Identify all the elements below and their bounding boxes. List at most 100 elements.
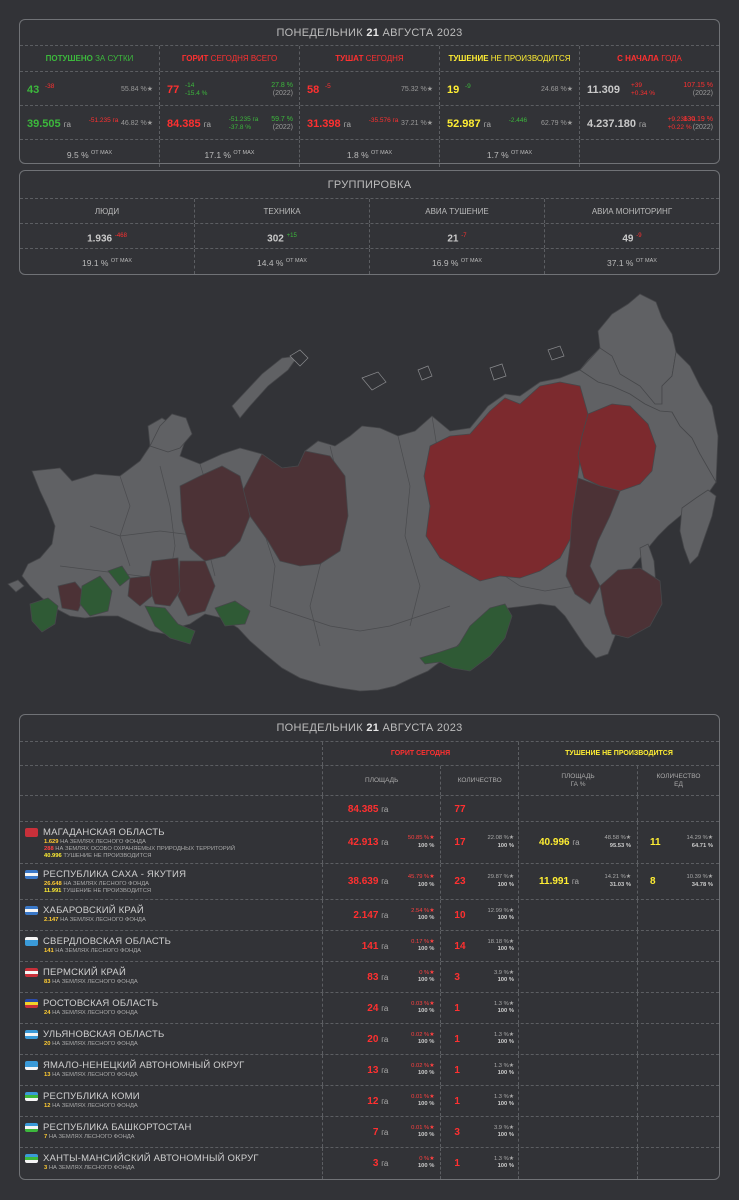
region-area-pct: 0.02 %★ 100 %: [411, 1063, 434, 1078]
map-region-novaya-zemlya[interactable]: [231, 355, 299, 419]
region-burning-cell: 24 га 0.03 %★ 100 % 1 1.3 %★ 100 %: [323, 993, 519, 1023]
map-region-sverdlovsk[interactable]: [177, 560, 216, 617]
region-sub-text: НА ЗЕМЛЯХ ЛЕСНОГО ФОНДА: [50, 1010, 138, 1016]
grouping-max-label: ОТ MAX: [460, 258, 482, 264]
map-island-2[interactable]: [361, 371, 387, 391]
region-sub-number: 1.629: [44, 839, 59, 845]
region-count-pct-share: 1.3 %★: [493, 1000, 514, 1007]
region-count-pct-share: 3.9 %★: [493, 969, 514, 976]
region-count-pct: 3.9 %★ 100 %: [494, 1125, 514, 1140]
grouping-max-value: 16.9 %: [432, 257, 461, 268]
summary-head-2: ТУШАТ СЕГОДНЯ: [300, 46, 440, 71]
region-nf-count-cell: [638, 1086, 719, 1116]
summary-count-2: 58 -5 75.32 %★: [300, 72, 440, 105]
region-row-9[interactable]: РЕСПУБЛИКА БАШКОРТОСТАН 7 НА ЗЕМЛЯХ ЛЕСНО…: [20, 1117, 719, 1148]
summary-count-value: 19: [447, 84, 460, 96]
region-area-pct-total: 100 %: [408, 843, 434, 851]
map-region-green-ural[interactable]: [144, 605, 196, 645]
map-region-evenkia[interactable]: [239, 450, 349, 567]
region-name-cell: РЕСПУБЛИКА БАШКОРТОСТАН 7 НА ЗЕМЛЯХ ЛЕСНО…: [20, 1117, 323, 1147]
region-row-7[interactable]: ЯМАЛО-НЕНЕЦКИЙ АВТОНОМНЫЙ ОКРУГ 13 НА ЗЕМ…: [20, 1055, 719, 1086]
region-sub-text: НА ЗЕМЛЯХ ЛЕСНОГО ФОНДА: [47, 1134, 135, 1140]
region-row-3[interactable]: СВЕРДЛОВСКАЯ ОБЛАСТЬ 141 НА ЗЕМЛЯХ ЛЕСНОГ…: [20, 931, 719, 962]
region-row-2[interactable]: ХАБАРОВСКИЙ КРАЙ 2.147 НА ЗЕМЛЯХ ЛЕСНОГО …: [20, 900, 719, 931]
head-nofight: ТУШЕНИЕ НЕ ПРОИЗВОДИТСЯ: [565, 750, 673, 757]
region-area-pct: 0 %★ 100 %: [418, 1156, 434, 1171]
region-count: 1: [454, 1033, 460, 1045]
summary-count-pct-value: 27.8 %: [271, 82, 293, 89]
region-nofight-cell: [519, 1055, 719, 1085]
region-row-4[interactable]: ПЕРМСКИЙ КРАЙ 83 НА ЗЕМЛЯХ ЛЕСНОГО ФОНДА 8…: [20, 962, 719, 993]
region-sub-line: 24 НА ЗЕМЛЯХ ЛЕСНОГО ФОНДА: [44, 1010, 138, 1017]
region-row-10[interactable]: ХАНТЫ-МАНСИЙСКИЙ АВТОНОМНЫЙ ОКРУГ 3 НА ЗЕ…: [20, 1148, 719, 1179]
region-area-unit: га: [381, 1127, 389, 1137]
region-nf-area-unit: га: [571, 877, 580, 886]
map-region-perm[interactable]: [147, 557, 181, 607]
region-row-0[interactable]: МАГАДАНСКАЯ ОБЛАСТЬ 1.629 НА ЗЕМЛЯХ ЛЕСНО…: [20, 822, 719, 864]
map-island-5[interactable]: [547, 345, 565, 361]
summary-panel: ПОНЕДЕЛЬНИК 21 АВГУСТА 2023 ПОТУШЕНО ЗА …: [19, 19, 720, 167]
map-island-1[interactable]: [289, 349, 309, 367]
summary-count-delta: -38: [45, 83, 55, 90]
region-area-pct-total-value: 100 %: [417, 977, 435, 983]
region-nf-area-pct-region-value: 31.03 %: [609, 881, 631, 888]
summary-area-unit: га: [63, 120, 71, 129]
map-region-green-west[interactable]: [29, 597, 59, 633]
region-name: ПЕРМСКИЙ КРАЙ: [43, 967, 126, 978]
map-region-magadan[interactable]: [577, 403, 657, 492]
region-row-1[interactable]: РЕСПУБЛИКА САХА - ЯКУТИЯ 26.648 НА ЗЕМЛЯХ…: [20, 864, 719, 900]
region-count-pct: 22.08 %★ 100 %: [488, 835, 514, 850]
region-area-cell: 3 га 0 %★ 100 %: [323, 1148, 442, 1179]
region-count-pct-share: 1.3 %★: [493, 1062, 514, 1069]
region-area-number: 20: [367, 1033, 382, 1045]
region-count: 3: [454, 1126, 460, 1138]
map-region-kamchatka[interactable]: [679, 489, 717, 565]
region-name-cell: УЛЬЯНОВСКАЯ ОБЛАСТЬ 20 НА ЗЕМЛЯХ ЛЕСНОГО …: [20, 1024, 323, 1054]
map-region-kola[interactable]: [149, 413, 193, 453]
region-area-cell: 7 га 0.01 %★ 100 %: [323, 1117, 442, 1147]
map-island-4[interactable]: [489, 363, 507, 381]
region-area: 2.147 га: [353, 910, 388, 921]
summary-count-pct: 107.15 % (2022): [683, 82, 713, 98]
map-region-chukotka[interactable]: [579, 347, 719, 484]
region-burning-cell: 7 га 0.01 %★ 100 % 3 3.9 %★ 100 %: [323, 1117, 519, 1147]
region-flag: [25, 1061, 38, 1070]
region-count-pct-total: 100 %: [494, 1070, 514, 1078]
grouping-max-1: 14.4 % ОТ MAX: [195, 249, 370, 274]
region-count-cell: 3 3.9 %★ 100 %: [441, 1117, 518, 1147]
region-row-6[interactable]: УЛЬЯНОВСКАЯ ОБЛАСТЬ 20 НА ЗЕМЛЯХ ЛЕСНОГО …: [20, 1024, 719, 1055]
summary-head-rest: НЕ ПРОИЗВОДИТСЯ: [488, 54, 571, 63]
region-sub-line: 3 НА ЗЕМЛЯХ ЛЕСНОГО ФОНДА: [44, 1165, 135, 1172]
summary-max-2: 1.8 % ОТ MAX: [300, 140, 440, 167]
region-count-pct-total-value: 100 %: [497, 1101, 514, 1107]
region-row-5[interactable]: РОСТОВСКАЯ ОБЛАСТЬ 24 НА ЗЕМЛЯХ ЛЕСНОГО Ф…: [20, 993, 719, 1024]
region-count-pct: 18.18 %★ 100 %: [488, 939, 514, 954]
region-count-pct-total: 100 %: [488, 882, 514, 890]
grouping-max-label: ОТ MAX: [110, 258, 132, 264]
summary-area-pct-year: (2022): [692, 124, 713, 131]
map-region-amur[interactable]: [599, 567, 663, 639]
grouping-values: 1.936 -468 302 +15 21 -7 49 -9: [20, 224, 719, 249]
grouping-value: 1.936: [87, 233, 115, 245]
region-row-8[interactable]: РЕСПУБЛИКА КОМИ 12 НА ЗЕМЛЯХ ЛЕСНОГО ФОНД…: [20, 1086, 719, 1117]
summary-count-pct: 55.84 %★: [121, 86, 153, 94]
region-count-cell: 3 3.9 %★ 100 %: [441, 962, 518, 992]
map-region-rostov[interactable]: [127, 575, 153, 607]
summary-count-pct-value: 75.32 %★: [401, 86, 433, 93]
summary-area-4: 4.237.180 га +9.236 га +0.22 % 130.19 % (202…: [580, 106, 719, 139]
map-region-green-zabaikal[interactable]: [419, 603, 513, 672]
map-region-green-center[interactable]: [79, 575, 113, 617]
map-region-khanty-mansi[interactable]: [179, 465, 251, 562]
region-count: 10: [454, 909, 466, 921]
map-region-green-altai[interactable]: [214, 600, 251, 627]
russia-fire-map[interactable]: [0, 286, 739, 706]
summary-count-3: 19 -9 24.68 %★: [440, 72, 580, 105]
summary-area-value: 52.987 га: [447, 118, 491, 130]
map-region-yakutia[interactable]: [423, 381, 589, 582]
region-nf-area-cell: [519, 962, 638, 992]
map-island-3[interactable]: [417, 365, 433, 381]
region-nf-count-cell: [638, 1117, 719, 1147]
grouping-delta: -7: [461, 233, 467, 239]
map-region-green-volga[interactable]: [107, 565, 131, 587]
map-region-kaliningrad[interactable]: [7, 579, 25, 593]
